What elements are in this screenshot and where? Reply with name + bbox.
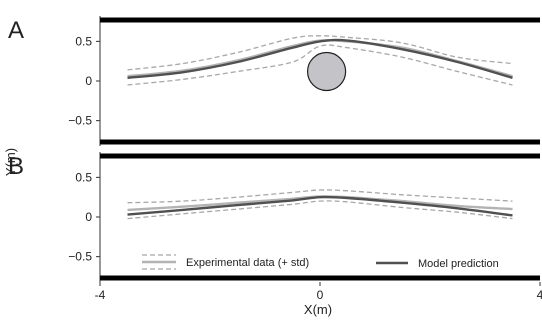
y-tick-label: −0.5 bbox=[68, 114, 92, 128]
legend-experimental-label: Experimental data (+ std) bbox=[186, 257, 309, 269]
y-axis-label: Y(m) bbox=[3, 148, 18, 176]
panel-label: A bbox=[8, 17, 24, 44]
x-axis-label: X(m) bbox=[304, 302, 332, 317]
model-line bbox=[127, 195, 513, 217]
std-upper-line bbox=[127, 189, 513, 204]
y-tick-label: 0 bbox=[85, 210, 92, 224]
x-tick-label: -4 bbox=[95, 288, 106, 302]
y-tick-label: −0.5 bbox=[68, 250, 92, 264]
y-tick-label: 0.5 bbox=[75, 170, 92, 184]
panels-group: A 0.5 0 −0.5 B 0.5 0 −0.5 -4 0 4 Experimental data … bbox=[8, 16, 542, 302]
x-tick-label: 0 bbox=[317, 288, 324, 302]
y-tick-label: 0 bbox=[85, 74, 92, 88]
y-tick-label: 0.5 bbox=[75, 34, 92, 48]
panel-b: B 0.5 0 −0.5 -4 0 4 Experimental data (+ std) Mo… bbox=[8, 152, 542, 302]
std-lower-line bbox=[127, 44, 513, 86]
std-upper-line bbox=[127, 35, 513, 71]
x-tick-label: 4 bbox=[537, 288, 542, 302]
obstacle-circle bbox=[306, 51, 347, 92]
std-lower-line bbox=[127, 200, 513, 220]
model-line bbox=[127, 38, 513, 79]
panel-a: A 0.5 0 −0.5 bbox=[8, 16, 540, 146]
legend: Experimental data (+ std) Model predictio… bbox=[142, 254, 499, 270]
panel-label: B bbox=[8, 153, 24, 180]
legend-model-label: Model prediction bbox=[418, 258, 499, 270]
